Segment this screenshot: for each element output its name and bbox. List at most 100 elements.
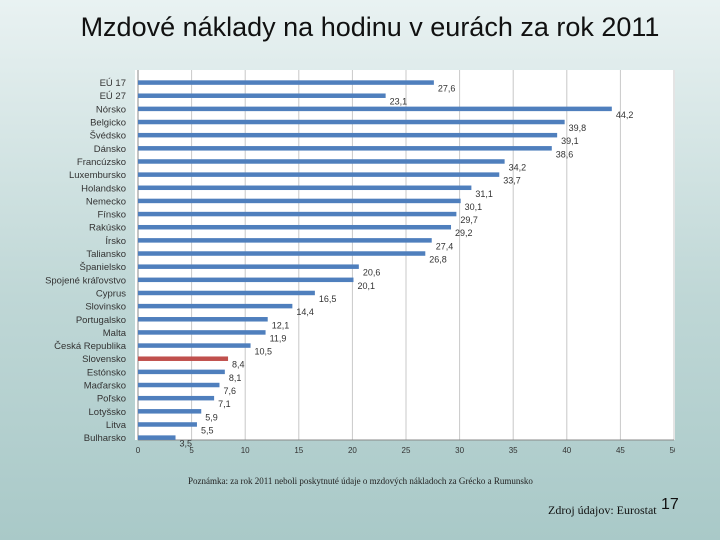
x-tick-label-10: 10 <box>241 446 250 455</box>
category-label-3: Belgicko <box>90 118 126 129</box>
data-label-11: 29,2 <box>455 228 473 238</box>
chart-area: 27,6 23,1 44,2 39,8 39,1 38,6 34,2 33,7 31,1 30,1… <box>45 70 675 455</box>
x-tick-label-50: 50 <box>670 446 675 455</box>
data-label-27: 3,5 <box>180 439 193 449</box>
data-label-17: 14,4 <box>296 307 314 317</box>
data-label-23: 7,6 <box>223 386 236 396</box>
category-label-24: Poľsko <box>97 394 126 405</box>
x-tick-label-25: 25 <box>402 446 411 455</box>
bar-15 <box>138 277 354 283</box>
bar-1 <box>138 93 386 98</box>
category-axis: EÚ 17 EÚ 27 Nórsko Belgicko Švédsko Dánsko Fra… <box>45 78 127 444</box>
category-label-4: Švédsko <box>90 131 126 142</box>
category-label-10: Fínsko <box>97 210 126 221</box>
x-tick-label-5: 5 <box>189 446 194 455</box>
category-label-0: EÚ 17 <box>100 78 126 89</box>
bar-23 <box>138 382 220 388</box>
x-tick-label-0: 0 <box>136 446 141 455</box>
data-label-8: 31,1 <box>475 189 493 199</box>
bar-2 <box>138 106 612 112</box>
category-label-19: Malta <box>103 328 127 339</box>
category-label-17: Slovinsko <box>85 302 126 313</box>
data-label-15: 20,1 <box>357 281 375 291</box>
bar-17 <box>138 303 293 309</box>
data-label-22: 8,1 <box>229 373 242 383</box>
data-label-14: 20,6 <box>363 268 381 278</box>
bar-14 <box>138 264 359 269</box>
x-tick-label-30: 30 <box>455 446 464 455</box>
bar-19 <box>138 330 266 335</box>
data-label-0: 27,6 <box>438 84 456 94</box>
page-number: 17 <box>661 496 679 513</box>
category-label-14: Španielsko <box>80 262 126 273</box>
data-label-10: 29,7 <box>460 215 478 225</box>
data-label-1: 23,1 <box>390 97 408 107</box>
category-label-22: Estónsko <box>87 367 126 378</box>
bar-24 <box>138 395 215 401</box>
category-label-13: Taliansko <box>86 249 126 260</box>
data-label-2: 44,2 <box>616 110 634 120</box>
x-tick-label-40: 40 <box>562 446 571 455</box>
bar-7 <box>138 172 500 177</box>
bar-9 <box>138 198 461 204</box>
category-label-6: Francúzsko <box>77 157 126 168</box>
bar-13 <box>138 251 426 256</box>
data-label-9: 30,1 <box>465 202 483 212</box>
category-label-20: Česká Republika <box>54 341 127 352</box>
data-label-6: 34,2 <box>509 162 527 172</box>
category-label-21: Slovensko <box>82 354 126 365</box>
data-label-13: 26,8 <box>429 255 447 265</box>
bar-10 <box>138 211 457 217</box>
bar-27 <box>138 435 176 440</box>
data-label-12: 27,4 <box>436 241 454 251</box>
bar-0 <box>138 80 434 85</box>
category-label-23: Maďarsko <box>84 381 126 392</box>
bar-16 <box>138 290 315 296</box>
bar-11 <box>138 224 452 230</box>
bar-3 <box>138 119 565 125</box>
category-label-5: Dánsko <box>94 144 126 155</box>
slide-title: Mzdové náklady na hodinu v eurách za rok… <box>80 12 660 42</box>
source-citation: Zdroj údajov: Eurostat <box>548 503 657 517</box>
bar-22 <box>138 369 225 375</box>
category-label-8: Holandsko <box>81 183 126 194</box>
data-label-5: 38,6 <box>556 149 574 159</box>
bar-6 <box>138 159 505 164</box>
data-label-3: 39,8 <box>569 123 587 133</box>
bar-18 <box>138 317 268 322</box>
category-label-9: Nemecko <box>86 196 126 207</box>
category-label-15: Spojené kráľovstvo <box>45 275 126 286</box>
category-label-2: Nórsko <box>96 104 126 115</box>
category-label-12: Írsko <box>105 236 126 247</box>
bar-25 <box>138 409 202 414</box>
category-label-7: Luxembursko <box>69 170 126 181</box>
x-tick-label-35: 35 <box>509 446 518 455</box>
data-label-16: 16,5 <box>319 294 337 304</box>
bar-20 <box>138 343 251 348</box>
data-label-4: 39,1 <box>561 136 579 146</box>
bar-26 <box>138 422 197 427</box>
x-tick-label-20: 20 <box>348 446 357 455</box>
data-label-26: 5,5 <box>201 425 214 435</box>
data-label-18: 12,1 <box>272 320 290 330</box>
category-label-27: Bulharsko <box>84 433 126 444</box>
bar-chart: 27,6 23,1 44,2 39,8 39,1 38,6 34,2 33,7 31,1 30,1… <box>136 70 675 455</box>
data-label-21: 8,4 <box>232 360 245 370</box>
x-tick-label-45: 45 <box>616 446 625 455</box>
data-label-7: 33,7 <box>503 176 521 186</box>
bar-8 <box>138 185 472 191</box>
footnote: Poznámka: za rok 2011 neboli poskytnuté … <box>188 476 533 486</box>
data-label-24: 7,1 <box>218 399 231 409</box>
bar-4 <box>138 132 558 138</box>
bar-12 <box>138 238 432 243</box>
category-label-1: EÚ 27 <box>100 91 126 102</box>
category-label-16: Cyprus <box>96 288 126 299</box>
bar-21 <box>138 356 229 361</box>
x-tick-label-15: 15 <box>294 446 303 455</box>
bar-5 <box>138 146 552 151</box>
data-label-25: 5,9 <box>205 412 218 422</box>
category-label-25: Lotyšsko <box>89 407 127 418</box>
category-label-18: Portugalsko <box>76 315 126 326</box>
category-label-26: Litva <box>106 420 127 431</box>
category-label-11: Rakúsko <box>89 223 126 234</box>
